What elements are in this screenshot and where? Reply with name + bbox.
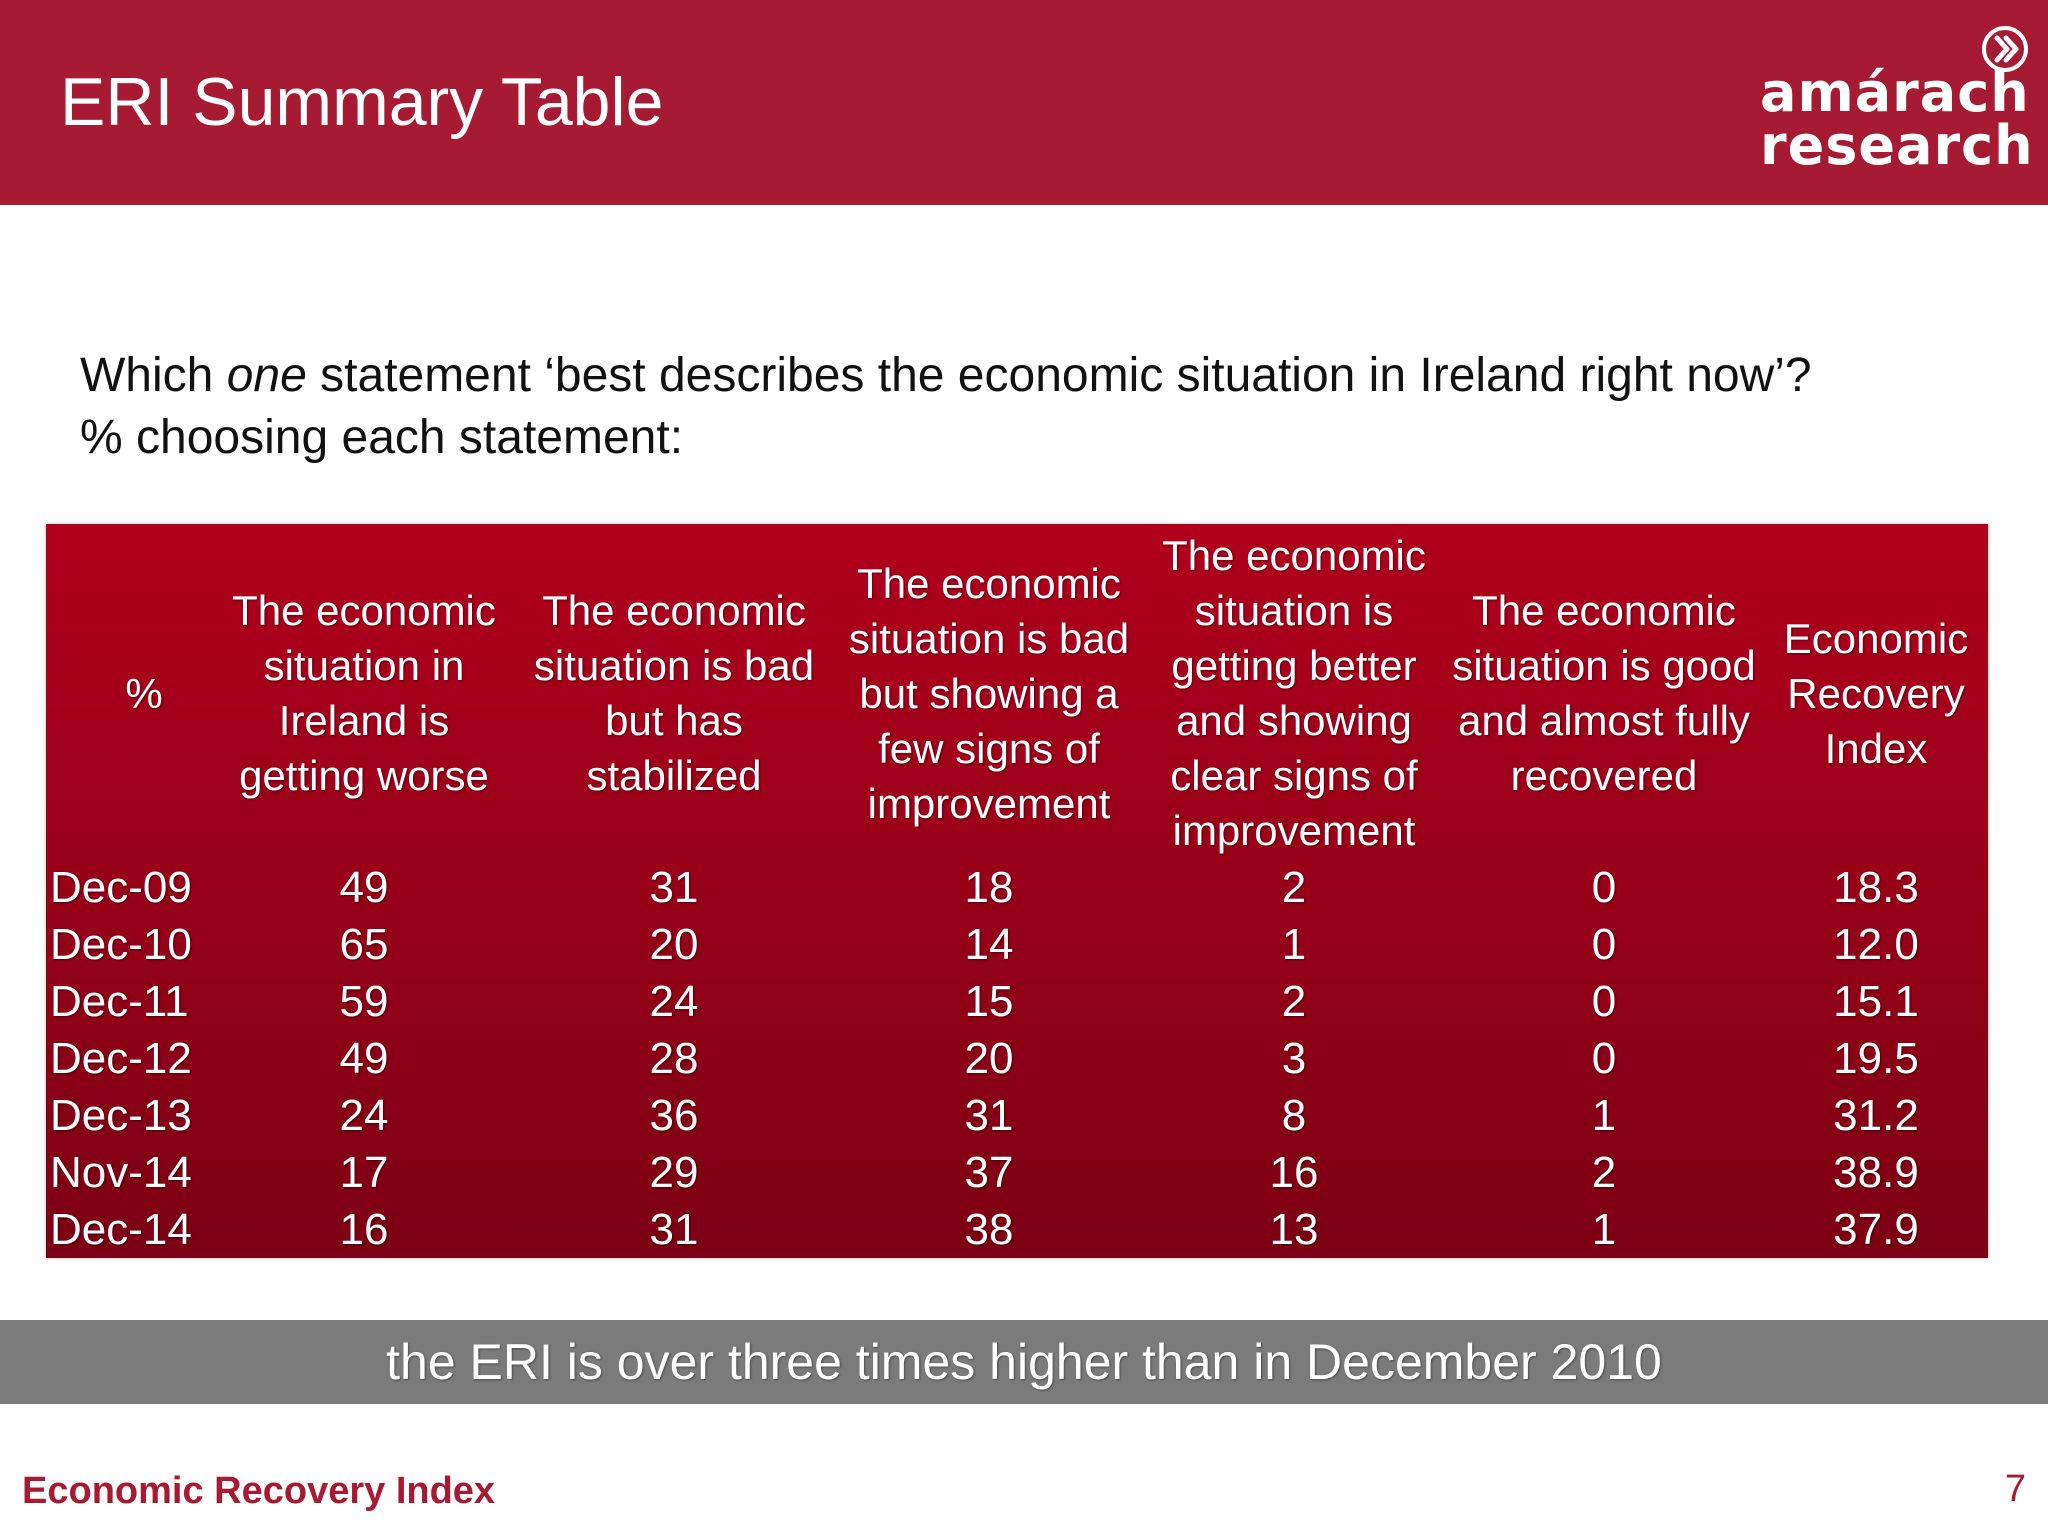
- cell-few-signs: 18: [964, 863, 1014, 912]
- table-row: Dec-14 16 31 38 13 1 37.9: [46, 1201, 1988, 1258]
- cell-recovered: 0: [1591, 1034, 1617, 1083]
- question-emphasis: one: [226, 349, 307, 402]
- row-date: Dec-10: [50, 920, 192, 969]
- cell-few-signs: 15: [964, 977, 1014, 1026]
- question-line-2: % choosing each statement:: [80, 411, 684, 464]
- cell-clear-signs: 16: [1269, 1148, 1319, 1197]
- logo-text-line2: research: [1760, 114, 2034, 177]
- cell-few-signs: 37: [964, 1148, 1014, 1197]
- title-bar: ERI Summary Table amárach research: [0, 0, 2048, 205]
- cell-bad-stabilized: 36: [649, 1091, 699, 1140]
- question-line-1: Which one statement ‘best describes the …: [80, 345, 1812, 407]
- cell-eri: 19.5: [1833, 1034, 1919, 1083]
- footer-label: Economic Recovery Index: [22, 1470, 496, 1512]
- row-date: Dec-14: [50, 1205, 192, 1254]
- row-date: Dec-13: [50, 1091, 192, 1140]
- question-text: Which one statement ‘best describes the …: [80, 345, 1812, 469]
- cell-recovered: 0: [1591, 977, 1617, 1026]
- cell-recovered: 1: [1591, 1091, 1617, 1140]
- amarach-logo: amárach research: [1740, 24, 2033, 175]
- table-row: Dec-09 49 31 18 2 0 18.3: [46, 859, 1988, 916]
- cell-recovered: 1: [1591, 1205, 1617, 1254]
- cell-eri: 15.1: [1833, 977, 1919, 1026]
- table-row: Dec-13 24 36 31 8 1 31.2: [46, 1087, 1988, 1144]
- cell-bad-stabilized: 31: [649, 1205, 699, 1254]
- page-number: 7: [2004, 1468, 2026, 1510]
- cell-few-signs: 14: [964, 920, 1014, 969]
- cell-bad-stabilized: 31: [649, 863, 699, 912]
- chevron-circle-icon: [1982, 26, 2028, 72]
- column-header-eri: Economic Recovery Index: [1783, 614, 1969, 772]
- row-date: Dec-12: [50, 1034, 192, 1083]
- cell-eri: 38.9: [1833, 1148, 1919, 1197]
- column-header-clear-signs: The economic situation is getting better…: [1162, 532, 1426, 854]
- cell-getting-worse: 49: [339, 1034, 389, 1083]
- column-header-percent: %: [125, 669, 163, 717]
- column-header-recovered: The economic situation is good and almos…: [1452, 587, 1756, 799]
- summary-banner: the ERI is over three times higher than …: [0, 1320, 2048, 1404]
- cell-clear-signs: 2: [1281, 977, 1307, 1026]
- column-header-few-signs: The economic situation is bad but showin…: [848, 559, 1130, 827]
- cell-bad-stabilized: 20: [649, 920, 699, 969]
- cell-clear-signs: 1: [1281, 920, 1307, 969]
- cell-getting-worse: 49: [339, 863, 389, 912]
- question-text-end: statement ‘best describes the economic s…: [306, 349, 1812, 402]
- table-row: Nov-14 17 29 37 16 2 38.9: [46, 1144, 1988, 1201]
- cell-few-signs: 31: [964, 1091, 1014, 1140]
- cell-getting-worse: 24: [339, 1091, 389, 1140]
- table-row: Dec-10 65 20 14 1 0 12.0: [46, 916, 1988, 973]
- cell-clear-signs: 3: [1281, 1034, 1307, 1083]
- row-date: Dec-11: [50, 977, 189, 1026]
- cell-getting-worse: 17: [339, 1148, 389, 1197]
- cell-getting-worse: 16: [339, 1205, 389, 1254]
- eri-summary-table: % The economic situation in Ireland is g…: [46, 524, 1988, 1258]
- row-date: Dec-09: [50, 863, 192, 912]
- question-text-start: Which: [80, 349, 227, 402]
- row-date: Nov-14: [50, 1148, 192, 1197]
- table-row: Dec-11 59 24 15 2 0 15.1: [46, 973, 1988, 1030]
- cell-few-signs: 38: [964, 1205, 1014, 1254]
- cell-eri: 18.3: [1833, 863, 1919, 912]
- cell-getting-worse: 65: [339, 920, 389, 969]
- cell-getting-worse: 59: [339, 977, 389, 1026]
- column-header-getting-worse: The economic situation in Ireland is get…: [232, 587, 496, 799]
- logo-text-line1: amárach: [1760, 61, 2030, 124]
- table-row: Dec-12 49 28 20 3 0 19.5: [46, 1030, 1988, 1087]
- cell-eri: 12.0: [1833, 920, 1919, 969]
- cell-clear-signs: 13: [1269, 1205, 1319, 1254]
- cell-clear-signs: 2: [1281, 863, 1307, 912]
- cell-bad-stabilized: 24: [649, 977, 699, 1026]
- cell-clear-signs: 8: [1281, 1091, 1307, 1140]
- cell-bad-stabilized: 29: [649, 1148, 699, 1197]
- cell-bad-stabilized: 28: [649, 1034, 699, 1083]
- page-title: ERI Summary Table: [60, 64, 664, 140]
- cell-recovered: 0: [1591, 863, 1617, 912]
- cell-few-signs: 20: [964, 1034, 1014, 1083]
- cell-eri: 37.9: [1833, 1205, 1919, 1254]
- column-header-bad-stabilized: The economic situation is bad but has st…: [533, 587, 815, 799]
- cell-recovered: 2: [1591, 1148, 1617, 1197]
- cell-eri: 31.2: [1833, 1091, 1919, 1140]
- cell-recovered: 0: [1591, 920, 1617, 969]
